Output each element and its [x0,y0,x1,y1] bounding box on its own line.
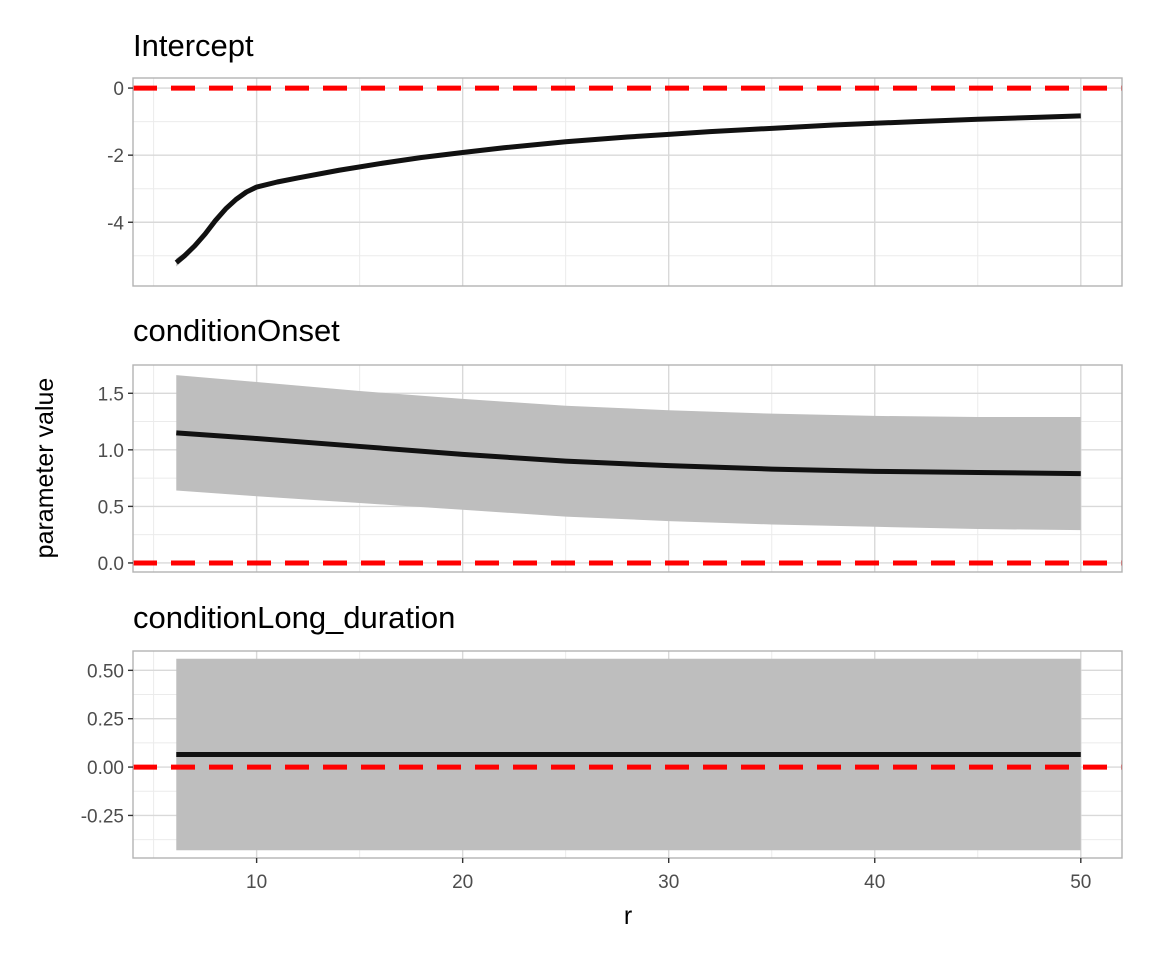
y-tick-label: 0.0 [98,554,124,575]
x-tick-label: 30 [658,872,679,893]
y-tick-label: 0.00 [87,758,124,779]
y-tick-label: 0.5 [98,497,124,518]
panel-border [132,364,1123,573]
panel-title: conditionLong_duration [133,600,455,635]
x-tick-label: 20 [452,872,473,893]
y-tick-label: -4 [107,213,124,234]
y-tick-label: 0.25 [87,710,124,731]
panel-border [132,77,1123,287]
data-layer [133,85,1122,267]
y-tick-label: 0.50 [87,661,124,682]
data-layer [133,375,1122,566]
y-tick-label: 0 [113,79,124,100]
data-layer [133,658,1122,851]
x-axis: 10 20 30 40 50 [246,858,1091,893]
panel-title: conditionOnset [133,313,340,348]
y-tick-label: -2 [107,146,124,167]
panel-Intercept: Intercept 0 -2 -4 [107,28,1123,287]
x-tick-label: 40 [864,872,885,893]
confidence-ribbon [176,375,1081,531]
panels: Intercept 0 -2 -4 conditionOnset 0.0 0.5 1.0 1.5… [81,28,1123,859]
y-tick-label: 1.5 [98,384,124,405]
panel-conditionLong_duration: conditionLong_duration 0.50 0.25 0.00 -0.25 [81,600,1123,859]
y-tick-label: 1.0 [98,441,124,462]
estimate-line [174,113,1081,265]
x-tick-label: 50 [1070,872,1091,893]
x-axis-title: r [624,902,632,930]
y-axis-title: parameter value [31,378,59,559]
x-tick-label: 10 [246,872,267,893]
estimate-line [176,430,1081,477]
panel-title: Intercept [133,28,254,63]
panel-border [132,650,1123,859]
panel-conditionOnset: conditionOnset 0.0 0.5 1.0 1.5 [98,313,1123,575]
y-tick-label: -0.25 [81,806,124,827]
